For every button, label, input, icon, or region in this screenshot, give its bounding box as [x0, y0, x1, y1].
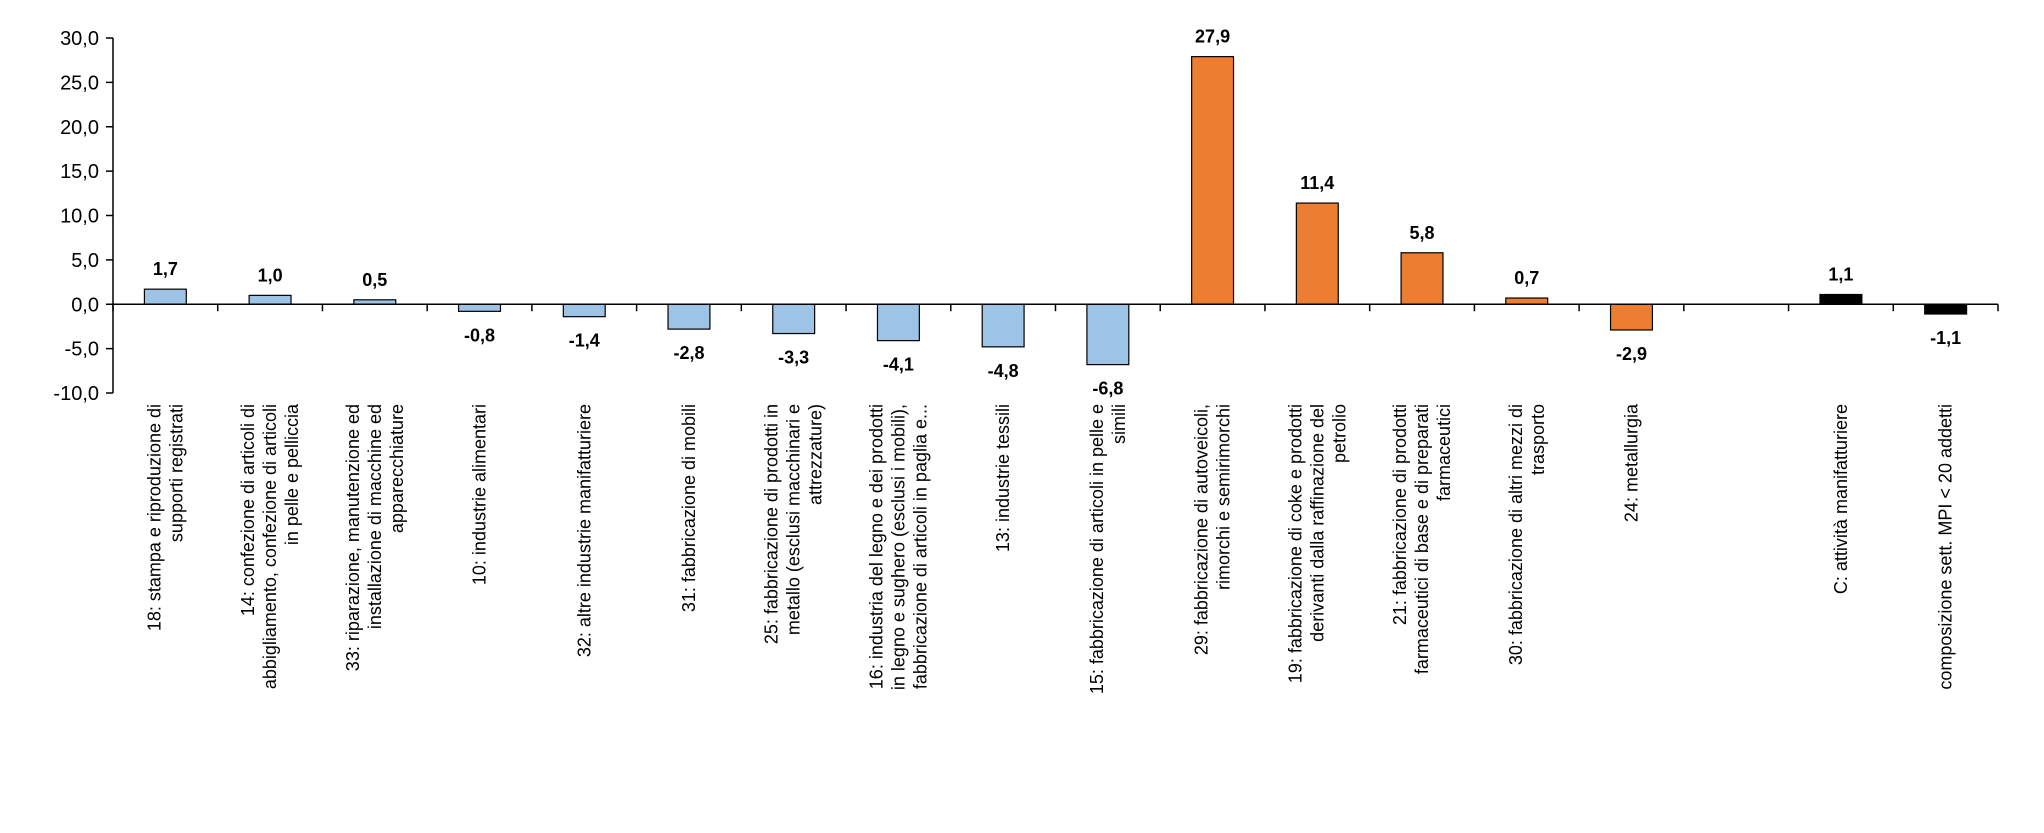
category-label-line: 14: confezione di articoli di: [238, 404, 258, 616]
category-label-line: 21: fabbricazione di prodotti: [1390, 404, 1410, 625]
y-tick-label: 15,0: [60, 161, 99, 183]
category-label: 24: metallurgia: [1621, 403, 1641, 522]
data-label: -1,1: [1930, 328, 1961, 348]
category-label-line: 33: riparazione, manutenzione ed: [343, 404, 363, 671]
category-label-line: 30: fabbricazione di altri mezzi di: [1506, 404, 1526, 665]
y-tick-label: -10,0: [53, 383, 99, 405]
category-label: 30: fabbricazione di altri mezzi di trasp…: [1506, 404, 1548, 665]
category-label: 19: fabbricazione di coke e prodotti deri…: [1285, 404, 1349, 683]
bar: [772, 303, 816, 335]
category-label-line: simili: [1109, 404, 1129, 444]
category-label-line: 16: industria del legno e dei prodotti: [866, 404, 886, 689]
category-label-line: in legno e sughero (esclusi i mobili),: [888, 404, 908, 690]
category-label: 16: industria del legno e dei prodotti in…: [866, 404, 930, 690]
bar: [562, 303, 606, 318]
bar: [876, 303, 920, 342]
category-label: 13: industrie tessili: [993, 404, 1013, 552]
category-label-line: fabbricazione di articoli in paglia e...: [910, 404, 930, 689]
category-label-line: 13: industrie tessili: [993, 404, 1013, 552]
category-label-line: supporti registrati: [166, 404, 186, 542]
category-label-line: attrezzature): [806, 404, 826, 505]
data-label: -1,4: [569, 331, 600, 351]
data-label: 1,0: [258, 265, 283, 285]
data-label: -0,8: [464, 325, 495, 345]
y-tick-label: 30,0: [60, 28, 99, 50]
bar: [1086, 303, 1130, 366]
data-label: -4,1: [883, 355, 914, 375]
category-label: 21: fabbricazione di prodotti farmaceutic…: [1390, 404, 1454, 674]
data-label: -6,8: [1092, 379, 1123, 399]
category-label-line: rimorchi e semirimorchi: [1214, 404, 1234, 590]
category-label: 25: fabbricazione di prodotti in metallo …: [762, 404, 826, 644]
category-label-line: installazione di macchine ed: [365, 404, 385, 629]
y-tick-label: -5,0: [65, 339, 99, 361]
category-label: C: attività manifatturiere: [1831, 404, 1851, 594]
data-label: -2,8: [673, 343, 704, 363]
category-label: 29: fabbricazione di autoveicoli, rimorch…: [1192, 404, 1234, 655]
category-label-line: 15: fabbricazione di articoli in pelle e: [1087, 404, 1107, 694]
bar: [667, 303, 711, 330]
bars-group: [143, 56, 1968, 366]
category-label: 32: altre industrie manifatturiere: [574, 404, 594, 657]
bar: [1191, 56, 1235, 305]
bar: [143, 288, 187, 305]
category-label-line: 24: metallurgia: [1621, 403, 1641, 522]
category-label: 10: industrie alimentari: [470, 404, 490, 585]
data-labels-group: 1,7 1,0 0,5 -0,8 -1,4 -2,8 -3,3 -4,1 -4,8 -6,8 27,…: [153, 27, 1961, 399]
y-tick-label: 25,0: [60, 72, 99, 94]
data-label: 1,1: [1828, 264, 1853, 284]
category-label: 14: confezione di articoli di abbigliamen…: [238, 403, 302, 689]
category-label-line: trasporto: [1528, 404, 1548, 475]
category-label-line: farmaceutici di base e di preparati: [1412, 404, 1432, 674]
category-label-line: 18: stampa e riproduzione di: [144, 404, 164, 631]
data-label: 0,5: [362, 270, 387, 290]
data-label: -4,8: [988, 361, 1019, 381]
category-label-line: in pelle e pelliccia: [282, 403, 302, 545]
category-label-line: metallo (esclusi macchinari e: [784, 404, 804, 635]
y-tick-label: 10,0: [60, 206, 99, 228]
category-label-line: petrolio: [1329, 404, 1349, 463]
data-label: 27,9: [1195, 27, 1230, 47]
bar: [1819, 293, 1863, 305]
category-label-line: 31: fabbricazione di mobili: [679, 404, 699, 612]
category-label-line: derivanti dalla raffinazione del: [1307, 404, 1327, 642]
category-label-line: 19: fabbricazione di coke e prodotti: [1285, 404, 1305, 683]
category-label-line: 29: fabbricazione di autoveicoli,: [1192, 404, 1212, 655]
data-label: 1,7: [153, 259, 178, 279]
category-label: 31: fabbricazione di mobili: [679, 404, 699, 612]
category-label-line: 10: industrie alimentari: [470, 404, 490, 585]
bar: [1400, 252, 1444, 305]
category-label-line: 32: altre industrie manifatturiere: [574, 404, 594, 657]
category-label: 15: fabbricazione di articoli in pelle e…: [1087, 404, 1129, 694]
category-label-line: C: attività manifatturiere: [1831, 404, 1851, 594]
y-tick-label: 20,0: [60, 117, 99, 139]
data-label: 5,8: [1410, 223, 1435, 243]
bar: [1295, 202, 1339, 305]
category-label-line: 25: fabbricazione di prodotti in: [762, 404, 782, 644]
category-label: composizione sett. MPI < 20 addetti: [1936, 404, 1956, 690]
bar: [1609, 303, 1654, 331]
bar: [248, 294, 292, 305]
x-axis: [112, 303, 1999, 312]
category-label-line: abbigliamento, confezione di articoli: [260, 404, 280, 689]
data-label: -2,9: [1616, 344, 1647, 364]
category-label: 33: riparazione, manutenzione ed installa…: [343, 404, 407, 671]
bar: [1505, 297, 1549, 305]
bar: [981, 303, 1025, 348]
category-label-line: composizione sett. MPI < 20 addetti: [1936, 404, 1956, 690]
category-label-line: apparecchiature: [387, 404, 407, 533]
bar: [1924, 303, 1968, 315]
data-label: 11,4: [1300, 173, 1334, 193]
data-label: -3,3: [778, 348, 809, 368]
y-tick-label: 0,0: [71, 294, 99, 316]
bar: [457, 303, 502, 312]
category-labels-group: 18: stampa e riproduzione di supporti reg…: [144, 403, 1955, 694]
data-label: 0,7: [1514, 268, 1539, 288]
y-tick-label: 5,0: [71, 250, 99, 272]
category-label: 18: stampa e riproduzione di supporti reg…: [144, 404, 186, 631]
y-axis: 30,0 25,0 20,0 15,0 10,0 5,0 0,0 -5,0 -10,0: [53, 28, 114, 405]
category-label-line: farmaceutici: [1434, 404, 1454, 501]
